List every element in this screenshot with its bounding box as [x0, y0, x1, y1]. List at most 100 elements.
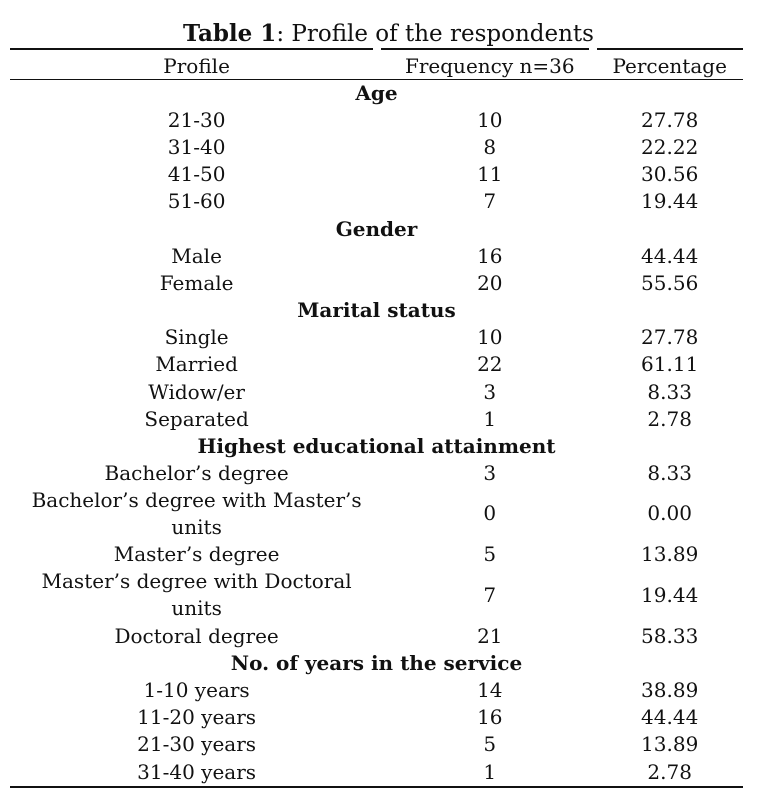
percentage-cell: 61.11: [641, 352, 699, 377]
table-row: 11-20 years 16 44.44: [10, 704, 743, 731]
percentage-cell: 19.44: [641, 189, 699, 214]
frequency-cell: 7: [483, 189, 497, 214]
frequency-cell: 1: [483, 406, 497, 431]
frequency-cell: 14: [477, 677, 503, 702]
table-row: Single 10 27.78: [10, 324, 743, 351]
frequency-cell: 21: [477, 623, 503, 648]
frequency-cell: 5: [483, 542, 497, 567]
profile-cell: 1-10 years: [143, 677, 250, 702]
table-row: 41-50 11 30.56: [10, 161, 743, 188]
table-caption-text: : Profile of the respondents: [276, 21, 594, 47]
header-rule: [10, 79, 743, 80]
frequency-cell: 10: [477, 107, 503, 132]
frequency-cell: 22: [477, 352, 503, 377]
profile-cell: 51-60: [167, 189, 226, 214]
section-heading: Highest educational attainment: [197, 434, 556, 459]
section-heading-row: Age: [10, 79, 743, 106]
respondent-profile-table: Profile Frequency n=36 Percentage Age 21-…: [10, 53, 743, 785]
frequency-cell: 20: [477, 270, 503, 295]
percentage-cell: 2.78: [647, 759, 692, 784]
column-header-profile: Profile: [163, 54, 230, 78]
section-heading: Gender: [335, 216, 418, 241]
profile-cell: Bachelor’s degree: [104, 461, 289, 486]
column-header-percentage: Percentage: [612, 54, 727, 78]
frequency-cell: 5: [483, 732, 497, 757]
frequency-cell: 7: [483, 582, 497, 607]
header-gap-1: [373, 48, 381, 52]
table-row: Doctoral degree 21 58.33: [10, 622, 743, 649]
section-heading: No. of years in the service: [230, 650, 523, 675]
profile-cell: Bachelor’s degree with Master’s units: [31, 487, 362, 539]
percentage-cell: 0.00: [647, 501, 692, 526]
percentage-cell: 8.33: [647, 379, 692, 404]
frequency-cell: 3: [483, 461, 497, 486]
profile-cell: Female: [159, 270, 234, 295]
frequency-cell: 3: [483, 379, 497, 404]
table-row: Male 16 44.44: [10, 242, 743, 269]
table-row: 31-40 8 22.22: [10, 133, 743, 160]
profile-cell: 21-30: [167, 107, 226, 132]
section-heading-row: No. of years in the service: [10, 649, 743, 676]
percentage-cell: 13.89: [641, 732, 699, 757]
profile-cell: 41-50: [167, 162, 226, 187]
table-row: 51-60 7 19.44: [10, 188, 743, 215]
header-gap-2: [589, 48, 597, 52]
frequency-cell: 11: [477, 162, 503, 187]
profile-cell: 31-40 years: [137, 759, 257, 784]
header-row: Profile Frequency n=36 Percentage: [10, 53, 743, 79]
section-heading-row: Highest educational attainment: [10, 432, 743, 459]
table-caption: Table 1: Profile of the respondents: [0, 18, 777, 50]
percentage-cell: 38.89: [641, 677, 699, 702]
percentage-cell: 30.56: [641, 162, 699, 187]
frequency-cell: 16: [477, 243, 503, 268]
profile-cell: Male: [171, 243, 222, 268]
percentage-cell: 27.78: [641, 325, 699, 350]
profile-cell: 21-30 years: [137, 732, 257, 757]
table-row: Bachelor’s degree with Master’s units 0 0.…: [10, 487, 743, 541]
profile-cell: Master’s degree: [113, 542, 280, 567]
frequency-cell: 8: [483, 134, 497, 159]
table-row: Widow/er 3 8.33: [10, 378, 743, 405]
table-body: Age 21-30 10 27.78 31-40 8 22.22 41-50 11 30.56 51…: [10, 79, 743, 785]
bottom-rule: [10, 786, 743, 788]
table-row: Married 22 61.11: [10, 351, 743, 378]
section-heading: Age: [355, 80, 398, 105]
percentage-cell: 8.33: [647, 461, 692, 486]
table-number: Table 1: [183, 20, 277, 47]
percentage-cell: 44.44: [641, 705, 699, 730]
table-row: 1-10 years 14 38.89: [10, 676, 743, 703]
profile-cell: 31-40: [167, 134, 226, 159]
table-row: 21-30 10 27.78: [10, 106, 743, 133]
table-row: Separated 1 2.78: [10, 405, 743, 432]
section-heading: Marital status: [297, 298, 456, 323]
profile-cell: Single: [164, 325, 229, 350]
table-row: Bachelor’s degree 3 8.33: [10, 460, 743, 487]
profile-cell: 11-20 years: [137, 705, 257, 730]
profile-cell: Widow/er: [148, 379, 245, 404]
percentage-cell: 27.78: [641, 107, 699, 132]
table-row: Female 20 55.56: [10, 269, 743, 296]
profile-cell: Doctoral degree: [114, 623, 279, 648]
frequency-cell: 10: [477, 325, 503, 350]
percentage-cell: 55.56: [641, 270, 699, 295]
percentage-cell: 58.33: [641, 623, 699, 648]
percentage-cell: 44.44: [641, 243, 699, 268]
percentage-cell: 19.44: [641, 582, 699, 607]
percentage-cell: 22.22: [641, 134, 699, 159]
profile-cell: Separated: [144, 406, 249, 431]
profile-cell: Master’s degree with Doctoral units: [41, 569, 352, 620]
column-header-frequency: Frequency n=36: [404, 54, 575, 78]
section-heading-row: Gender: [10, 215, 743, 242]
table-row: Master’s degree with Doctoral units 7 19.4…: [10, 568, 743, 622]
percentage-cell: 13.89: [641, 542, 699, 567]
table-row: 31-40 years 1 2.78: [10, 758, 743, 785]
frequency-cell: 0: [483, 501, 497, 526]
profile-cell: Married: [155, 352, 238, 377]
table-row: 21-30 years 5 13.89: [10, 731, 743, 758]
percentage-cell: 2.78: [647, 406, 692, 431]
frequency-cell: 16: [477, 705, 503, 730]
frequency-cell: 1: [483, 759, 497, 784]
table-row: Master’s degree 5 13.89: [10, 541, 743, 568]
section-heading-row: Marital status: [10, 297, 743, 324]
